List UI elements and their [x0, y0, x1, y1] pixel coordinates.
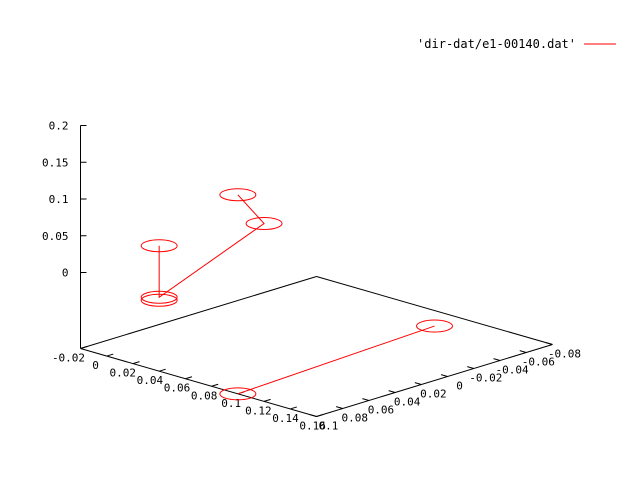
y-tick-mark — [545, 342, 553, 345]
x-tick-mark — [290, 406, 297, 410]
base-edge-y-back — [80, 276, 317, 349]
data-point-marker — [140, 290, 178, 304]
y-tick-label: 0 — [456, 380, 463, 393]
y-tick-label: 0.02 — [420, 388, 447, 401]
y-tick-label: 0.06 — [368, 404, 395, 417]
legend: 'dir-dat/e1-00140.dat' — [417, 37, 616, 51]
z-tick-label: 0 — [62, 267, 69, 280]
data-point-marker — [416, 319, 453, 333]
y-tick-mark — [519, 350, 527, 353]
y-tick-mark — [336, 406, 343, 409]
data-point-marker — [219, 188, 257, 202]
y-tick-mark — [362, 398, 370, 401]
y-tick-label: -0.08 — [548, 348, 581, 361]
y-tick-label: 0.08 — [341, 412, 368, 425]
x-tick-mark — [211, 383, 219, 387]
y-tick-label: 0.1 — [319, 420, 339, 433]
legend-label: 'dir-dat/e1-00140.dat' — [417, 37, 576, 51]
data-point-marker — [245, 217, 283, 231]
z-tick-label: 0.2 — [49, 120, 69, 133]
x-tick-label: 0.1 — [221, 397, 241, 410]
x-tick-label: 0.16 — [299, 420, 326, 433]
z-tick-label: 0.05 — [42, 230, 69, 243]
x-tick-label: 0.04 — [137, 374, 164, 387]
x-tick-label: 0.14 — [272, 412, 299, 425]
y-tick-mark — [309, 414, 317, 417]
x-tick-label: 0.06 — [164, 382, 191, 395]
series-line-segment — [158, 194, 265, 299]
z-tick-label: 0.15 — [42, 156, 69, 169]
base-edge-x-back — [316, 276, 553, 345]
x-tick-mark — [106, 353, 114, 357]
data-point-marker — [140, 293, 178, 307]
y-tick-mark — [440, 374, 448, 377]
y-tick-label: -0.04 — [495, 364, 528, 377]
y-tick-mark — [493, 358, 501, 361]
y-tick-mark — [467, 366, 474, 369]
y-tick-label: 0.04 — [394, 396, 421, 409]
x-tick-label: 0 — [92, 359, 99, 372]
x-tick-mark — [316, 414, 324, 417]
x-tick-label: 0.02 — [109, 367, 136, 380]
data-layer — [140, 188, 453, 401]
x-tick-mark — [263, 398, 271, 402]
x-tick-mark — [159, 368, 166, 372]
y-tick-mark — [388, 390, 396, 393]
series-line-segment — [237, 325, 435, 395]
z-tick-label: 0.1 — [49, 193, 69, 206]
base-edge-y-front — [316, 344, 553, 417]
data-point-marker — [219, 387, 257, 401]
x-tick-label: -0.02 — [52, 352, 85, 365]
data-point-marker — [140, 239, 178, 253]
y-tick-mark — [414, 382, 422, 385]
x-tick-mark — [185, 376, 193, 380]
x-tick-mark — [132, 361, 140, 365]
x-tick-mark — [80, 346, 88, 349]
axes-layer — [80, 125, 553, 417]
y-tick-label: -0.06 — [522, 356, 555, 369]
y-tick-label: -0.02 — [469, 372, 502, 385]
x-tick-label: 0.08 — [191, 389, 218, 402]
base-edge-x-front — [80, 348, 317, 417]
x-tick-label: 0.12 — [245, 404, 272, 417]
ticks-layer: -0.0200.020.040.060.080.10.120.140.160.1… — [42, 120, 581, 433]
